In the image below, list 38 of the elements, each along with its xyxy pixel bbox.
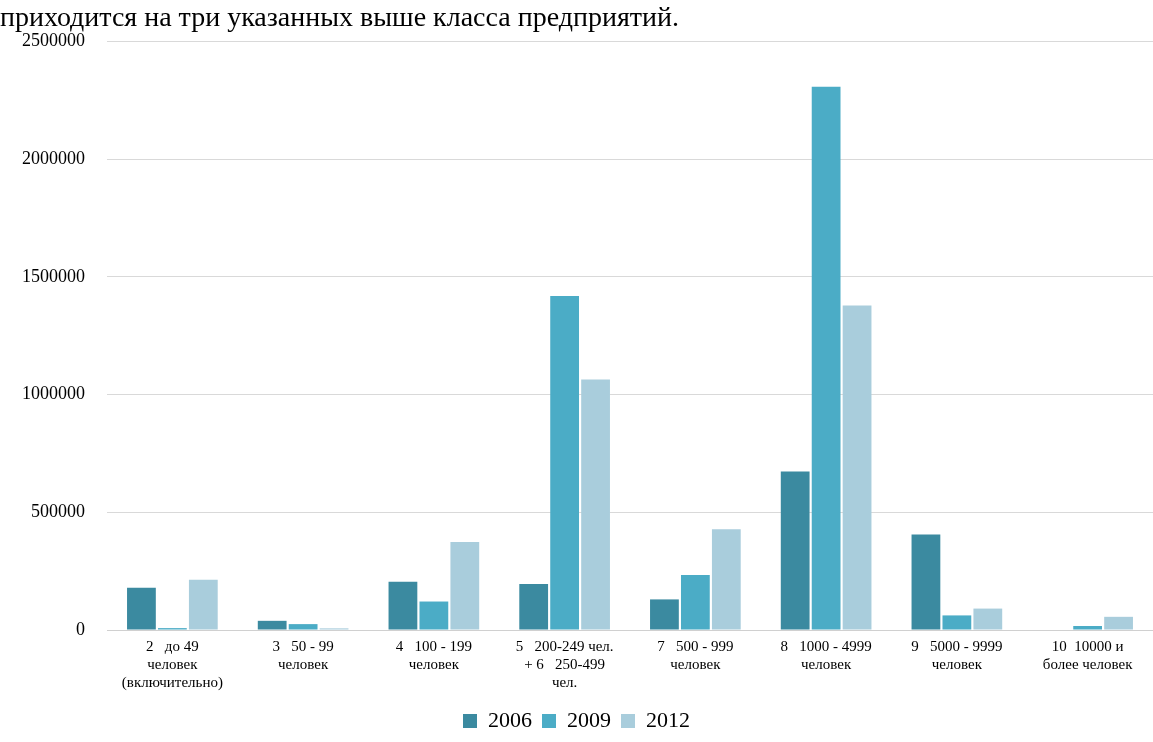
- bar: [550, 296, 580, 630]
- bar: [811, 86, 841, 630]
- bar: [519, 584, 549, 630]
- bar: [288, 624, 318, 630]
- bar: [942, 615, 972, 630]
- y-tick-label: 2000000: [22, 148, 85, 169]
- bar: [581, 379, 610, 630]
- y-tick-label: 500000: [31, 501, 85, 522]
- bar: [419, 601, 449, 630]
- y-tick-label: 1000000: [22, 383, 85, 404]
- bar: [780, 471, 810, 630]
- y-tick-label: 1500000: [22, 265, 85, 286]
- x-tick-label: 5 200-249 чел. + 6 250-499 чел.: [515, 637, 614, 690]
- x-tick-label: 10 10000 и более человек: [1042, 637, 1134, 672]
- x-tick-label: 4 100 - 199 человек: [395, 637, 472, 672]
- x-tick-label: 2 до 49 человек (включительно): [121, 637, 223, 691]
- bar: [1073, 626, 1103, 630]
- bar: [973, 608, 1003, 630]
- bar: [911, 534, 941, 630]
- bar: [680, 574, 710, 630]
- x-tick-label: 9 5000 - 9999 человек: [911, 637, 1003, 672]
- chart-title: приходится на три указанных выше класса предприятий.: [0, 1, 680, 33]
- bar: [388, 581, 418, 630]
- x-tick-label: 7 500 - 999 человек: [657, 637, 734, 672]
- legend-label: 2006: [488, 706, 532, 732]
- bar: [1104, 616, 1133, 630]
- legend-label: 2012: [646, 706, 690, 732]
- x-tick-label: 8 1000 - 4999 человек: [780, 637, 872, 672]
- y-tick-label: 0: [76, 618, 85, 639]
- bar: [842, 305, 872, 630]
- bar: [257, 620, 287, 630]
- bar: [127, 587, 156, 630]
- bar: [450, 541, 480, 630]
- bar: [188, 579, 218, 630]
- x-tick-label: 3 50 - 99 человек: [272, 637, 334, 672]
- bar: [650, 599, 679, 630]
- bar: [711, 529, 741, 630]
- legend-label: 2009: [567, 706, 611, 732]
